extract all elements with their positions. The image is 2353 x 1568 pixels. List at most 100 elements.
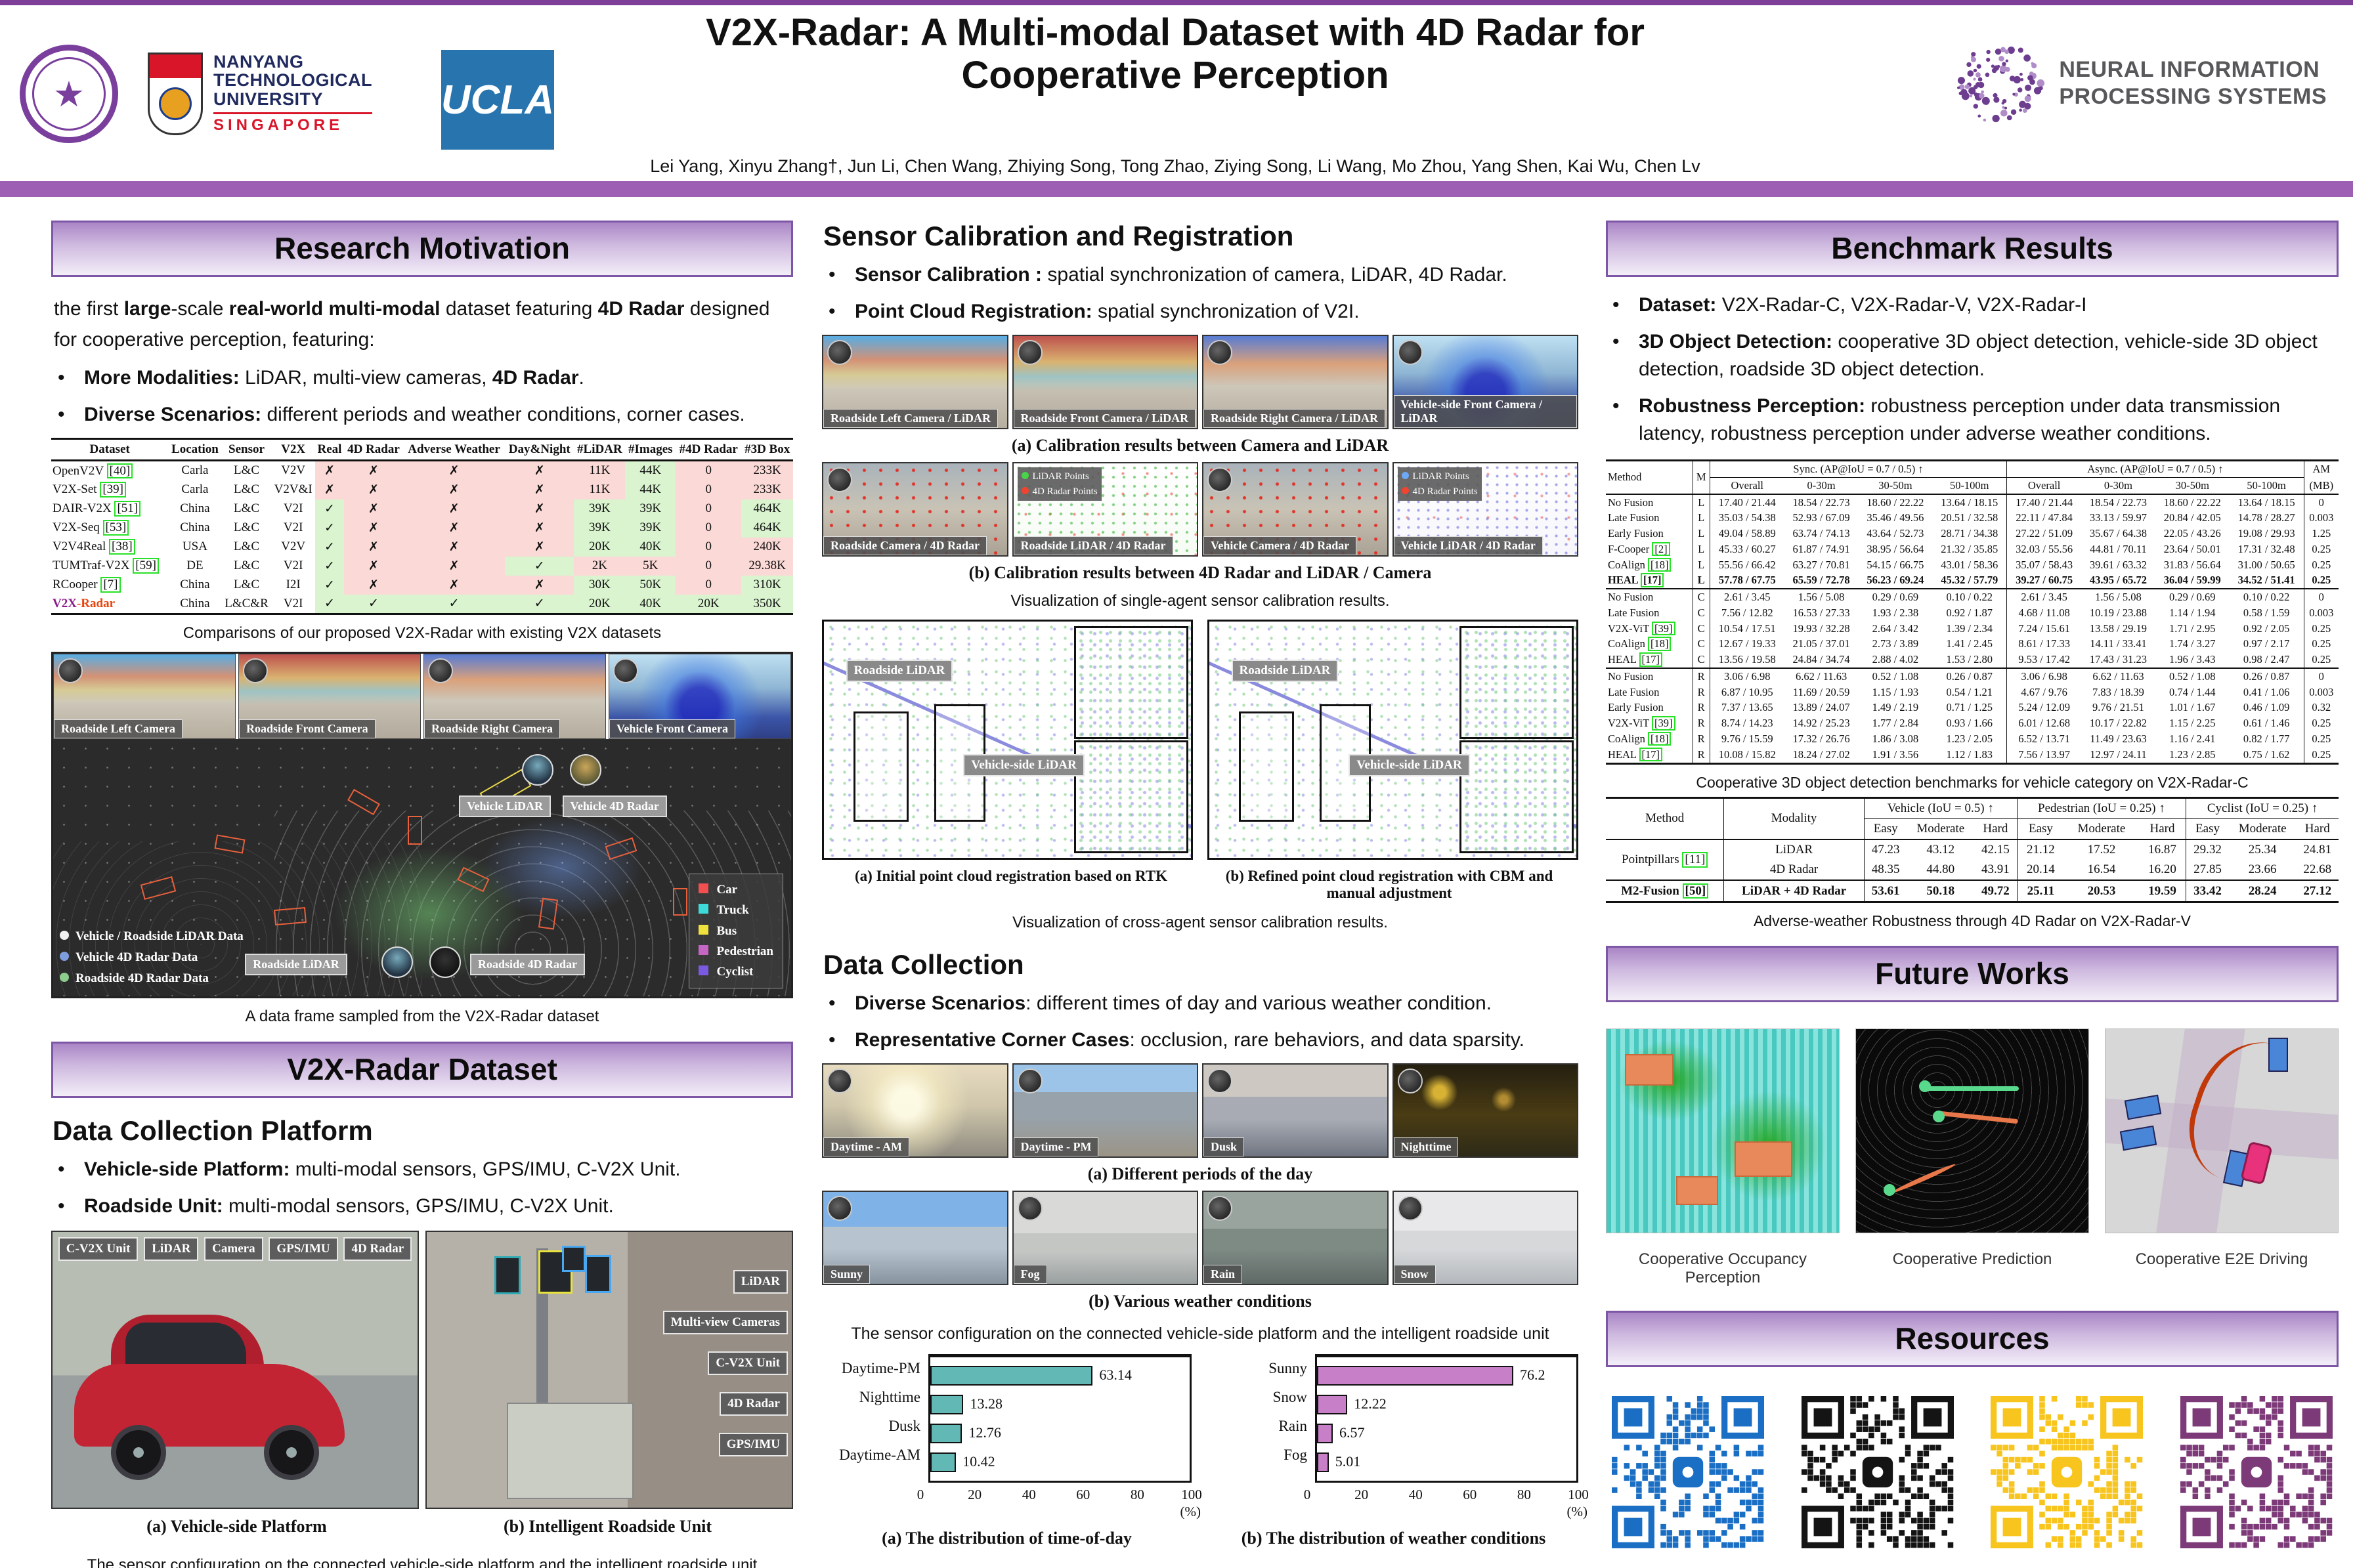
- citation-ref: [11]: [1682, 851, 1708, 868]
- am-cell: 0.003: [2303, 604, 2339, 621]
- future-work-item: Cooperative E2E Driving: [2105, 1028, 2339, 1287]
- metric-cell: 0.92 / 1.87: [1946, 606, 1993, 619]
- e2e-driving-image: [2105, 1028, 2339, 1234]
- table-cell: 310K: [741, 575, 793, 595]
- bar-row: 13.28: [930, 1390, 1190, 1419]
- metric-cell: 11.49 / 23.63: [2090, 732, 2147, 746]
- axis-tick: 20: [968, 1487, 982, 1502]
- data-frame-caption: A data frame sampled from the V2X-Radar …: [245, 1007, 599, 1025]
- photo-label: Vehicle Front Camera: [609, 719, 735, 738]
- am-unit: (MB): [2303, 477, 2339, 495]
- metric-cell: 27.22 / 51.09: [2006, 526, 2082, 541]
- bar-row: 12.22: [1317, 1390, 1576, 1419]
- metric-cell: 13.64 / 18.15: [2237, 496, 2295, 509]
- metric-cell: 1.16 / 2.41: [2169, 732, 2216, 746]
- robustness-row: M2-Fusion [50] LiDAR + 4D Radar 53.61 50.18…: [1606, 879, 2339, 902]
- qr-code-image: [1801, 1396, 1954, 1549]
- vehicle-bbox: [274, 907, 307, 926]
- metric-cell: 21.32 / 35.85: [1941, 542, 1998, 555]
- registration-caption: (b) Refined point cloud registration wit…: [1225, 868, 1553, 901]
- metric-cell: 7.83 / 18.39: [2092, 685, 2144, 698]
- dataset-name: DAIR-V2X [51]: [51, 499, 168, 519]
- bar-value: 12.76: [968, 1424, 1001, 1441]
- benchmark-row: Early Fusion L 49.04 / 58.89 63.74 / 74.13 4…: [1606, 526, 2339, 541]
- dataset-name: V2X-Seq [53]: [51, 519, 168, 538]
- calibration-photo: Vehicle Camera / 4D Radar: [1202, 462, 1389, 557]
- camera-lens-icon: [58, 658, 83, 683]
- roadside-pole: [536, 1248, 548, 1452]
- registration-panel: Roadside LiDAR Vehicle-side LiDAR: [1207, 620, 1578, 860]
- metric-cell: 19.93 / 32.28: [1792, 622, 1850, 635]
- modality-cell: L: [1692, 557, 1710, 573]
- metric-cell: 22.11 / 47.84: [2006, 510, 2082, 526]
- metric-cell: 20.84 / 42.05: [2163, 511, 2221, 524]
- am-cell: 0.25: [2303, 620, 2339, 637]
- left-column: Research Motivation the first large-scal…: [51, 221, 793, 1568]
- legend-entry: Pedestrian: [699, 941, 773, 962]
- metric-cell: 35.03 / 54.38: [1709, 510, 1784, 526]
- metric-cell: 2.73 / 3.89: [1872, 637, 1919, 650]
- camera-lens-icon: [1207, 467, 1232, 492]
- points-legend: LiDAR Points 4D Radar Points: [1017, 467, 1102, 501]
- table-cell: V2I: [283, 501, 303, 516]
- metric-cell: 1.15 / 2.25: [2169, 717, 2216, 730]
- benchmark-bullet: • Robustness Perception: robustness perce…: [1612, 395, 2281, 444]
- metric-cell: 10.08 / 15.82: [1709, 746, 1784, 764]
- metric-cell: 54.15 / 66.75: [1867, 558, 1924, 571]
- table-cell: 39K: [625, 518, 676, 538]
- metric-cell: 33.13 / 59.97: [2089, 511, 2148, 524]
- metric-cell: 0.52 / 1.08: [2155, 667, 2230, 685]
- zoom-inset: [1459, 626, 1574, 739]
- column-header: #4D Radar: [676, 438, 742, 461]
- metric-cell: 32.03 / 55.56: [2006, 541, 2082, 557]
- modality-header: M: [1692, 460, 1710, 495]
- legend-swatch: [699, 904, 709, 914]
- metric-cell: 65.59 / 72.78: [1792, 574, 1850, 587]
- dataset-name: RCooper [7]: [51, 576, 168, 595]
- axis-tick: 80: [1517, 1487, 1531, 1502]
- table-cell: 0: [676, 556, 742, 576]
- table-cell: 20K: [574, 594, 626, 614]
- metric-cell: 44.81 / 70.11: [2090, 542, 2147, 555]
- platform-note: The sensor configuration on the connecte…: [87, 1556, 758, 1568]
- metric-cell: 0.29 / 0.69: [2155, 588, 2230, 605]
- category-header: Pedestrian (IoU = 0.25) ↑: [2016, 797, 2186, 819]
- metric-cell: 1.41 / 2.45: [1946, 637, 1993, 650]
- sensor-label: Multi-view Cameras: [662, 1311, 788, 1335]
- table-cell: 20K: [676, 594, 742, 614]
- legend-swatch: [60, 951, 69, 961]
- table-cell: ✓: [315, 537, 344, 557]
- calibration-bullet: • Point Cloud Registration: spatial synch…: [829, 301, 1360, 322]
- am-cell: 0.003: [2303, 684, 2339, 700]
- platform-bullet: • Roadside Unit: multi-modal sensors, GPS…: [58, 1195, 614, 1217]
- table-row: OpenV2V [40] Carla L&C V2V ✗ ✗ ✗ ✗ 11K 44K 0 233K: [51, 460, 793, 480]
- bar: [930, 1452, 957, 1472]
- axis-labels: Sunny Snow Rain Fog: [1209, 1354, 1315, 1483]
- am-cell: 0.25: [2303, 715, 2339, 732]
- roadside-unit-caption: (b) Intelligent Roadside Unit: [503, 1516, 712, 1536]
- photo-label: Fog: [1013, 1265, 1047, 1284]
- table-cell: ✗: [315, 460, 344, 480]
- table-cell: ✗: [402, 556, 506, 576]
- metric-cell: 14.78 / 28.27: [2237, 511, 2295, 524]
- am-cell: 0.25: [2303, 746, 2339, 764]
- table-cell: 50K: [625, 575, 676, 595]
- table-cell: ✗: [505, 575, 574, 595]
- dataset-name: V2X-Radar: [53, 596, 116, 610]
- benchmark-row: V2X-ViT [39] C 10.54 / 17.51 19.93 / 32.28 2…: [1606, 620, 2339, 637]
- radar-calibration-strip: Roadside Camera / 4D Radar Roadside LiDAR…: [822, 462, 1578, 557]
- photo-label: Rain: [1203, 1265, 1243, 1284]
- table-cell: ✗: [402, 537, 506, 557]
- calibration-heading: Sensor Calibration and Registration: [823, 221, 1294, 251]
- table-cell: ✓: [402, 594, 506, 614]
- data-frame-camera: Vehicle Front Camera: [609, 653, 791, 739]
- bar-value: 6.57: [1339, 1424, 1365, 1441]
- camera-lens-icon: [827, 340, 852, 365]
- roadside-unit-photo: LiDAR Multi-view Cameras C-V2X Unit 4D Rada…: [425, 1230, 793, 1509]
- citation-ref: [51]: [114, 501, 141, 517]
- benchmark-row: No Fusion C 2.61 / 3.45 1.56 / 5.08 0.29 / 0…: [1606, 588, 2339, 605]
- am-header: AM: [2303, 460, 2339, 478]
- weather-strip: Sunny Fog Rain Snow: [822, 1191, 1578, 1285]
- table-cell: ✗: [343, 537, 403, 557]
- points-legend: LiDAR Points 4D Radar Points: [1397, 467, 1482, 501]
